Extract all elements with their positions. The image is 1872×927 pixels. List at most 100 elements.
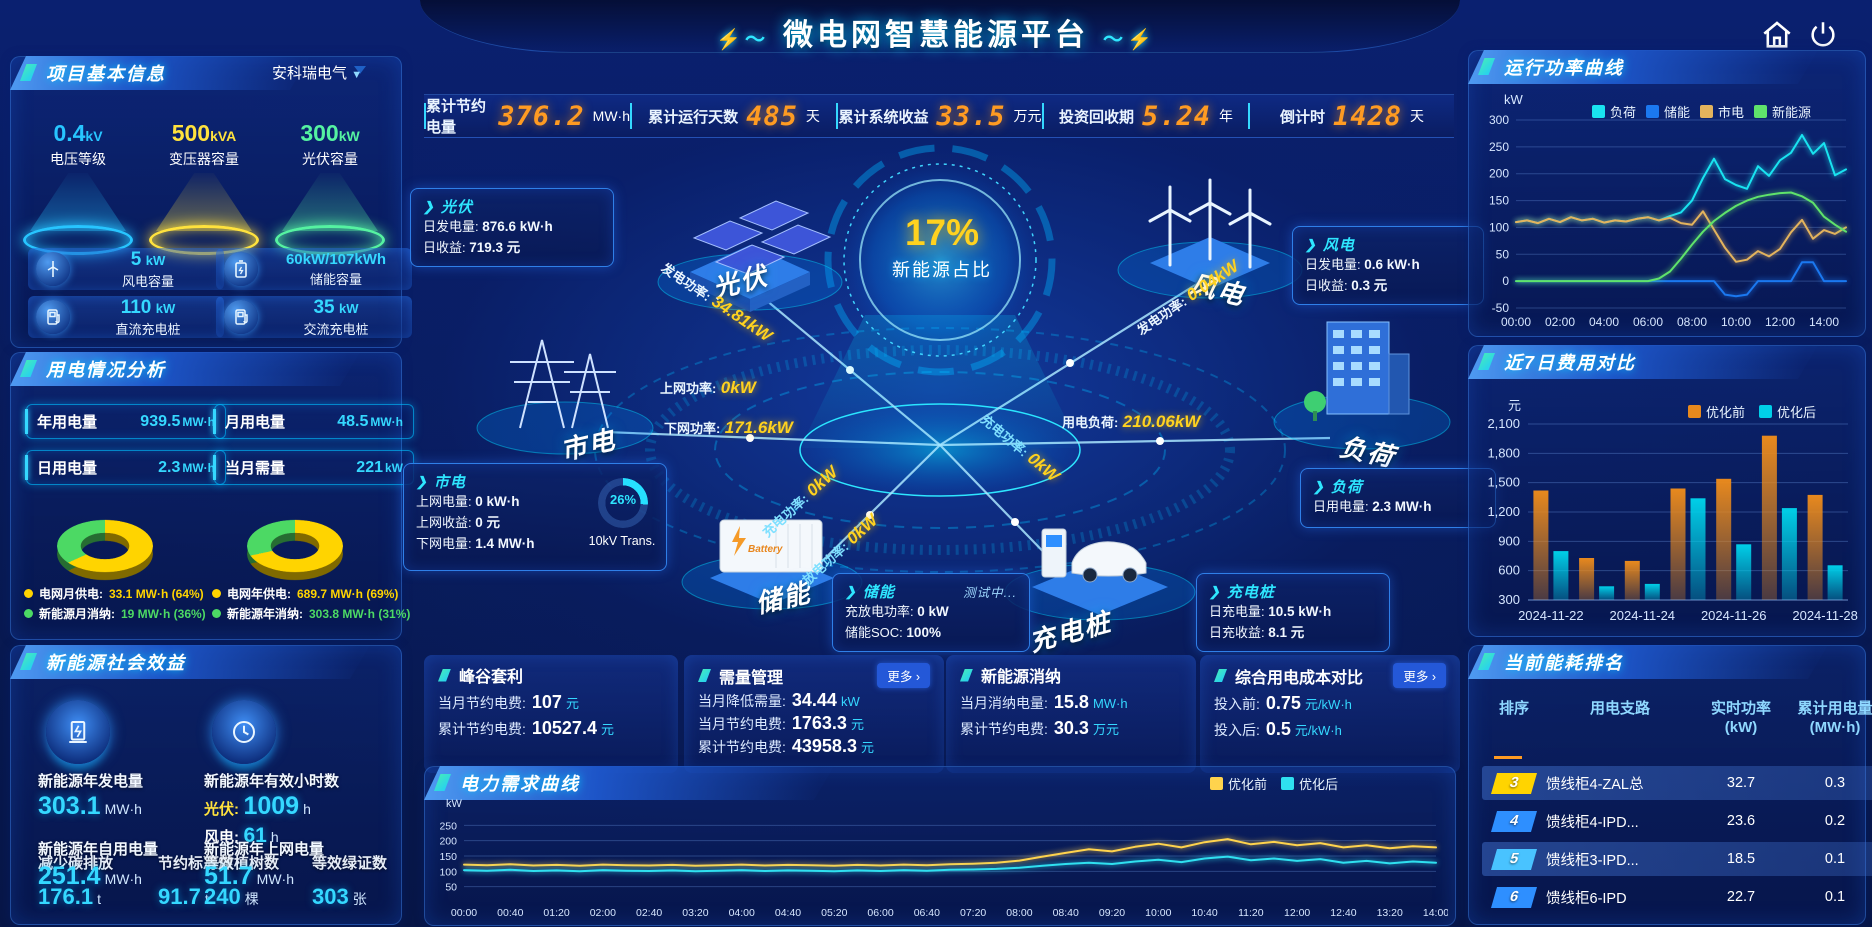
more-button[interactable]: 更多 › bbox=[877, 663, 930, 688]
demand-curve-title: 电力需求曲线 bbox=[460, 774, 580, 794]
app-header: ⚡〜 微电网智慧能源平台 〜⚡ bbox=[0, 0, 1872, 74]
home-icon[interactable] bbox=[1760, 18, 1794, 52]
svg-text:12:40: 12:40 bbox=[1330, 907, 1356, 918]
svg-text:2024-11-22: 2024-11-22 bbox=[1518, 608, 1584, 623]
demand-curve-chart[interactable]: 250 200 150 100 50 00:00 00:40 01:20 02:00 02:40 0… bbox=[430, 806, 1448, 918]
svg-text:00:40: 00:40 bbox=[497, 907, 523, 918]
table-row[interactable]: 5 馈线柜3-IPD... 18.5 0.1 bbox=[1482, 842, 1872, 876]
svg-text:2024-11-28: 2024-11-28 bbox=[1792, 608, 1858, 623]
stat-saved-energy: 累计节约电量 376.2 MW·h bbox=[424, 98, 630, 136]
svg-text:600: 600 bbox=[1498, 563, 1520, 578]
certs-label: 等效绿证数 bbox=[312, 855, 388, 872]
battery-icon bbox=[224, 252, 258, 286]
table-row[interactable]: 3 馈线柜4-ZAL总 32.7 0.3 bbox=[1482, 766, 1872, 800]
svg-text:08:00: 08:00 bbox=[1006, 907, 1032, 918]
svg-text:08:00: 08:00 bbox=[1677, 315, 1707, 328]
wind-hours-value: 风电: 61 h bbox=[204, 824, 279, 847]
stat-day-usage: 日用电量 2.3 MW·h bbox=[25, 450, 226, 485]
capacity-card-dc-charger: 110 kW 直流充电桩 bbox=[28, 296, 224, 338]
chevron-right-icon: ❯ bbox=[1305, 236, 1317, 252]
chevron-right-icon: ❯ bbox=[1209, 583, 1221, 599]
stat-year-usage: 年用电量 939.5 MW·h bbox=[25, 404, 226, 439]
svg-text:04:00: 04:00 bbox=[1589, 315, 1619, 328]
flow-load: 用电负荷: 210.06kW bbox=[1062, 412, 1201, 431]
svg-text:10:00: 10:00 bbox=[1721, 315, 1751, 328]
svg-text:1,200: 1,200 bbox=[1487, 504, 1520, 519]
card-cost-comparison: 综合用电成本对比 更多 › 投入前: 0.75 元/kW·h 投入后: 0.5 元/kW·… bbox=[1200, 655, 1460, 773]
svg-text:03:20: 03:20 bbox=[682, 907, 708, 918]
legend-before-optimization[interactable]: 优化前 bbox=[1210, 774, 1267, 793]
svg-text:10:40: 10:40 bbox=[1191, 907, 1217, 918]
legend-storage[interactable]: 储能 bbox=[1646, 102, 1690, 121]
svg-text:250: 250 bbox=[1489, 140, 1509, 154]
svg-text:06:40: 06:40 bbox=[914, 907, 940, 918]
wind-turbine-icon bbox=[36, 252, 70, 286]
svg-text:12:00: 12:00 bbox=[1284, 907, 1310, 918]
card-renewable-consumption: 新能源消纳 当月消纳电量: 15.8 MW·h 累计节约电费: 30.3 万元 bbox=[946, 655, 1196, 773]
microgrid-diagram: Battery bbox=[476, 144, 1451, 621]
svg-text:100: 100 bbox=[1489, 220, 1509, 234]
month-energy-donut[interactable] bbox=[45, 492, 165, 581]
lightning-deco-icon: 〜⚡ bbox=[1103, 28, 1156, 51]
header-band bbox=[420, 0, 1460, 53]
co2-label: 减少碳排放 bbox=[38, 855, 114, 872]
svg-text:50: 50 bbox=[1496, 247, 1510, 261]
svg-text:05:20: 05:20 bbox=[821, 907, 847, 918]
legend-after-optimization[interactable]: 优化后 bbox=[1759, 402, 1816, 421]
power-icon[interactable] bbox=[1806, 18, 1840, 52]
to-grid-label: 新能源年上网电量 bbox=[204, 841, 325, 858]
storage-info-card: ❯ 储能 测试中... 充放电功率: 0 kW 储能SOC: 100% bbox=[832, 573, 1030, 652]
svg-text:06:00: 06:00 bbox=[867, 907, 893, 918]
panel-corner-icon bbox=[1478, 353, 1495, 370]
svg-text:04:00: 04:00 bbox=[729, 907, 755, 918]
svg-text:100: 100 bbox=[439, 866, 457, 878]
cost-y-axis-label: 元 bbox=[1508, 398, 1522, 413]
coal-value: 91.7 t bbox=[158, 884, 209, 909]
svg-text:04:40: 04:40 bbox=[775, 907, 801, 918]
table-row[interactable]: 6 馈线柜6-IPD 22.7 0.1 bbox=[1482, 880, 1872, 912]
svg-text:300: 300 bbox=[1489, 113, 1509, 127]
company-selector[interactable]: 安科瑞电气 ▼ bbox=[272, 62, 362, 83]
power-curve-panel bbox=[1468, 50, 1866, 337]
renewable-share-label: 新能源占比 bbox=[892, 260, 992, 280]
ranking-table-body: 3 馈线柜4-ZAL总 32.7 0.3 4 馈线柜4-IPD... 23.6 0.2 … bbox=[1482, 766, 1872, 912]
year-energy-donut[interactable] bbox=[235, 492, 355, 581]
legend-month-grid: 电网月供电: 33.1 MW·h (64%) bbox=[24, 585, 204, 602]
hours-label: 新能源年有效小时数 bbox=[204, 773, 340, 790]
card-corner-icon bbox=[438, 668, 451, 682]
more-button[interactable]: 更多 › bbox=[1393, 663, 1446, 688]
project-info-header: 项目基本信息 bbox=[10, 56, 310, 90]
trees-value: 240 棵 bbox=[204, 884, 259, 909]
svg-text:00:00: 00:00 bbox=[1501, 315, 1531, 328]
card-demand-management: 需量管理 更多 › 当月降低需量: 34.44 kW 当月节约电费: 1763.3 元 累… bbox=[684, 655, 944, 773]
legend-month-renewable: 新能源月消纳: 19 MW·h (36%) bbox=[24, 605, 206, 622]
capacity-card-storage: 60kW/107kWh 储能容量 bbox=[216, 248, 412, 290]
stat-month-demand: 当月需量 221 kW bbox=[213, 450, 414, 485]
pv-info-card: ❯ 光伏 日发电量: 876.6 kW·h 日收益: 719.3 元 bbox=[410, 188, 614, 267]
svg-text:08:40: 08:40 bbox=[1053, 907, 1079, 918]
legend-load[interactable]: 负荷 bbox=[1592, 102, 1636, 121]
svg-text:Battery: Battery bbox=[748, 544, 783, 555]
charger-info-card: ❯ 充电桩 日充电量: 10.5 kW·h 日充收益: 8.1 元 bbox=[1196, 573, 1390, 652]
panel-corner-icon bbox=[434, 774, 451, 791]
flow-from-grid: 下网功率: 171.6kW bbox=[664, 418, 793, 437]
panel-corner-icon bbox=[1478, 653, 1495, 670]
legend-renewable[interactable]: 新能源 bbox=[1754, 102, 1811, 121]
legend-before-optimization[interactable]: 优化前 bbox=[1688, 402, 1745, 421]
stat-month-usage: 月用电量 48.5 MW·h bbox=[213, 404, 414, 439]
svg-text:10:00: 10:00 bbox=[1145, 907, 1171, 918]
benefit-header: 新能源社会效益 bbox=[10, 645, 370, 679]
stat-payback-period: 投资回收期 5.24 年 bbox=[1042, 103, 1248, 130]
svg-text:01:20: 01:20 bbox=[543, 907, 569, 918]
table-row[interactable]: 4 馈线柜4-IPD... 23.6 0.2 bbox=[1482, 804, 1872, 838]
pv-hours-value: 光伏: 1009 h bbox=[204, 792, 311, 820]
legend-after-optimization[interactable]: 优化后 bbox=[1281, 774, 1338, 793]
svg-text:02:00: 02:00 bbox=[1545, 315, 1575, 328]
svg-text:150: 150 bbox=[1489, 194, 1509, 208]
card-corner-icon bbox=[698, 669, 711, 682]
energy-ranking-header: 当前能耗排名 bbox=[1468, 645, 1828, 679]
legend-grid[interactable]: 市电 bbox=[1700, 102, 1744, 121]
